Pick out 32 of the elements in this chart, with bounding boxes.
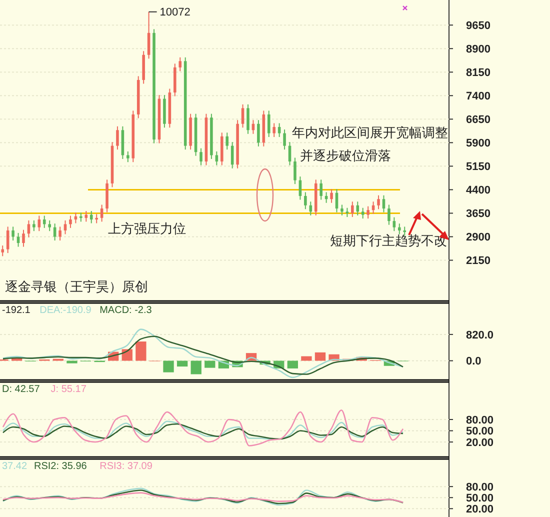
y-tick-label: 3650 [466,208,490,220]
y-tick-label: 7400 [466,90,490,102]
y-tick-label: 9650 [466,20,490,32]
y-tick-label: 6650 [466,114,490,126]
annotation: -192.1 [2,305,31,316]
annotation: MACD: -2.3 [100,305,152,316]
y-tick-label: 80.00 [466,481,494,494]
annotation: 逐金寻银（王宇昊）原创 [5,279,148,294]
y-tick-label: 20.00 [466,503,494,516]
y-tick-label: 2150 [466,255,490,268]
y-tick-label: 4400 [466,184,490,197]
annotation: J: 55.17 [50,384,87,395]
y-tick-label: 820.0 [466,329,494,342]
annotation: D: 42.57 [2,384,40,395]
y-tick-label: 5150 [466,161,490,174]
annotation: RSI2: 35.96 [34,461,88,472]
annotation: 上方强压力位 [108,221,186,236]
annotation: DEA:-190.9 [40,305,92,316]
y-tick-label: 5900 [466,138,490,150]
y-tick-label: 80.00 [466,414,494,426]
annotation: 并逐步破位滑落 [300,148,391,163]
annotation: 年内对此区间展开宽幅调整 [292,125,448,140]
y-tick-label: 20.00 [466,436,494,449]
annotation: 37.42 [2,461,28,472]
y-tick-label: 50.00 [466,426,494,438]
y-tick-label: 2900 [466,232,490,244]
y-tick-label: 8900 [466,43,490,56]
annotation: RSI3: 37.09 [100,461,153,472]
y-tick-label: 0.0 [466,356,482,368]
y-tick-label: 8150 [466,66,490,79]
y-tick-label: 50.00 [466,492,494,504]
annotation: 10072 [160,6,190,19]
